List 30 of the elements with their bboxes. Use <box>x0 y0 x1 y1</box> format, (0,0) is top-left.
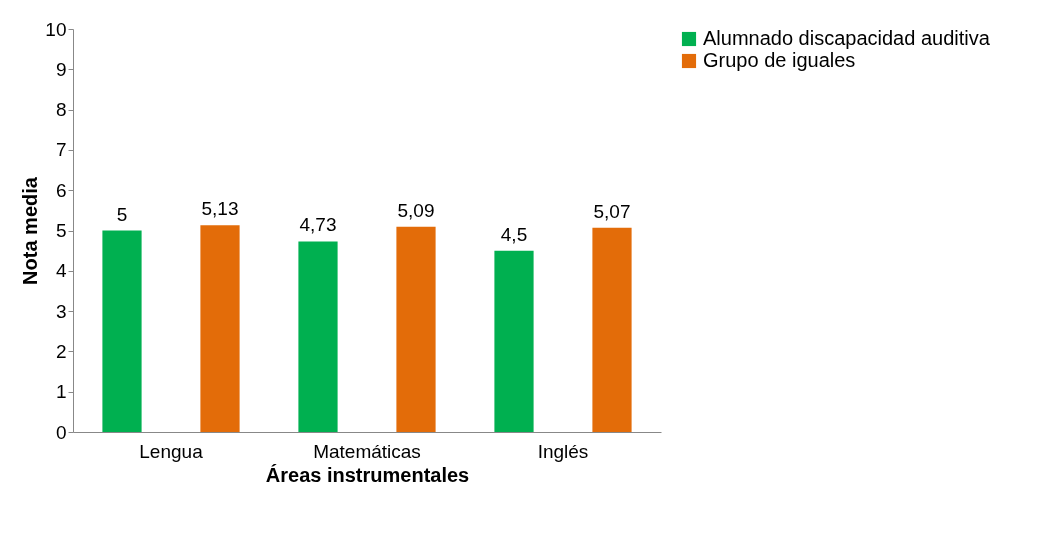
y-tick-label: 7 <box>55 139 67 161</box>
bar <box>494 250 534 432</box>
bar <box>592 227 632 432</box>
data-label: 4,5 <box>500 223 528 245</box>
x-tick-label: Matemáticas <box>313 440 421 462</box>
y-tick-label: 10 <box>45 18 67 40</box>
y-tick-label: 2 <box>55 340 67 362</box>
x-axis-title: Áreas instrumentales <box>265 463 470 486</box>
bar <box>298 241 338 432</box>
y-tick-label: 1 <box>55 381 67 403</box>
y-axis-title: Nota media <box>19 176 42 285</box>
bar <box>200 225 240 432</box>
x-tick-label: Inglés <box>537 440 589 462</box>
y-tick-label: 5 <box>55 220 67 241</box>
data-label: 5,09 <box>397 199 435 221</box>
data-label: 4,73 <box>299 214 337 236</box>
y-tick-label: 8 <box>55 99 67 121</box>
y-tick-label: 0 <box>55 421 67 443</box>
bar <box>396 226 436 432</box>
x-tick-label: Lengua <box>139 440 204 462</box>
y-tick-label: 3 <box>55 300 67 322</box>
bar <box>102 230 142 432</box>
data-label: 5 <box>116 203 128 225</box>
y-tick-label: 9 <box>55 58 67 80</box>
data-label: 5,07 <box>593 200 631 222</box>
legend-label: Alumnado discapacidad auditiva <box>703 27 991 49</box>
legend-label: Grupo de iguales <box>703 49 856 71</box>
y-tick-label: 4 <box>55 260 67 282</box>
y-tick-label: 6 <box>55 179 67 201</box>
data-label: 5,13 <box>201 198 239 220</box>
